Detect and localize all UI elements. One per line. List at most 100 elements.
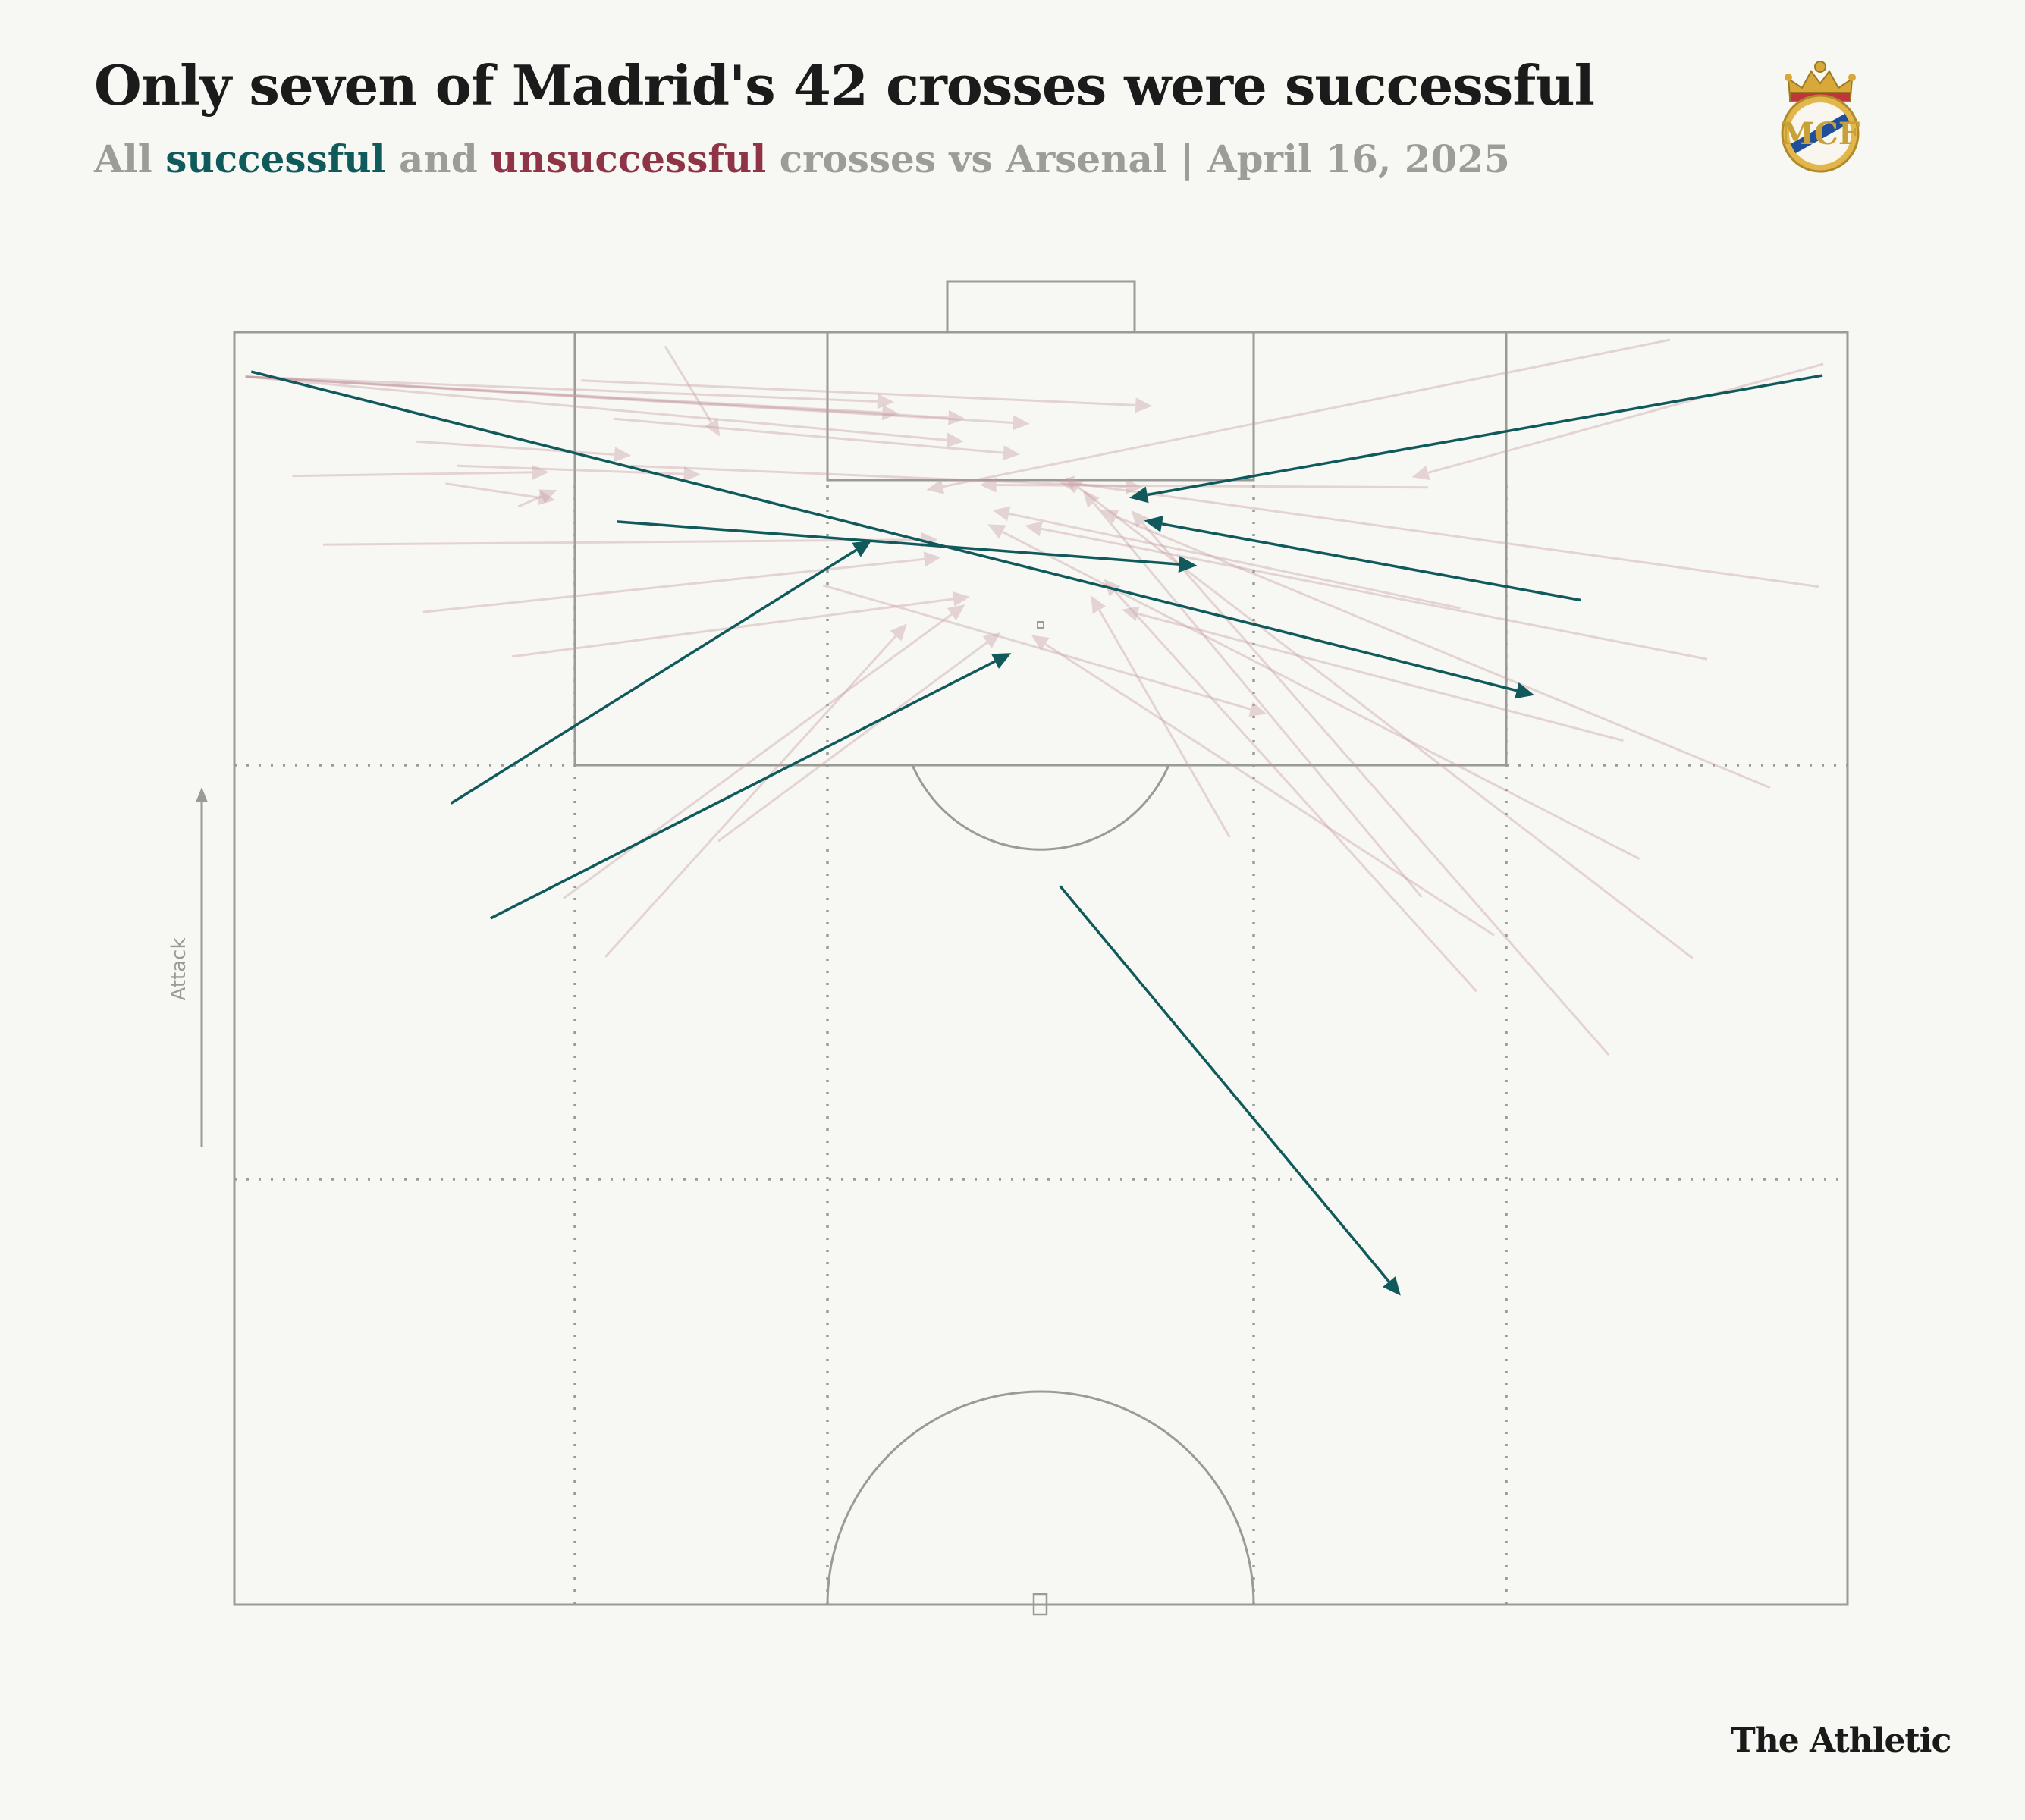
successful-cross-arrowhead [852, 540, 872, 557]
unsuccessful-cross [445, 482, 556, 506]
goal [946, 280, 1136, 334]
svg-text:MCF: MCF [1781, 116, 1860, 152]
successful-cross-arrowhead [1129, 486, 1149, 504]
unsuccessful-cross [245, 375, 1030, 431]
subtitle-and: and [399, 136, 478, 181]
unsuccessful-cross-arrowhead [921, 532, 938, 548]
unsuccessful-cross-arrowhead [1031, 635, 1050, 651]
unsuccessful-cross-arrowhead [1135, 397, 1153, 413]
successful-cross-line [450, 548, 857, 805]
unsuccessful-cross [245, 375, 965, 425]
chart-subtitle: All successful and unsuccessful crosses … [94, 136, 1510, 181]
unsuccessful-cross [245, 375, 964, 448]
unsuccessful-cross [1100, 510, 1771, 789]
successful-cross-line [1059, 885, 1390, 1283]
unsuccessful-cross [1091, 595, 1231, 838]
unsuccessful-cross-line [996, 483, 1428, 489]
chart-title: Only seven of Madrid's 42 crosses were s… [94, 53, 1595, 118]
unsuccessful-cross-line [1137, 612, 1624, 742]
unsuccessful-cross [1056, 475, 1819, 588]
unsuccessful-cross [1131, 510, 1610, 1056]
successful-cross [450, 540, 872, 805]
unsuccessful-crosses [245, 338, 1824, 1056]
unsuccessful-cross-line [1092, 502, 1423, 898]
unsuccessful-cross [1411, 362, 1824, 481]
unsuccessful-cross [822, 584, 1267, 717]
unsuccessful-cross-line [1141, 522, 1610, 1056]
unsuccessful-cross-arrowhead [1065, 477, 1083, 494]
penalty-spot [1037, 621, 1044, 629]
successful-cross-arrowhead [1144, 515, 1163, 532]
unsuccessful-cross [1104, 579, 1477, 993]
unsuccessful-cross [581, 379, 1153, 413]
unsuccessful-cross [926, 338, 1671, 494]
unsuccessful-cross-line [322, 538, 921, 546]
unsuccessful-cross-arrowhead [1131, 510, 1148, 529]
real-madrid-crest-icon: MCF [1781, 61, 1860, 173]
successful-cross [489, 653, 1012, 920]
successful-cross-line [1161, 522, 1581, 602]
unsuccessful-cross-line [445, 482, 539, 499]
unsuccessful-cross [292, 464, 549, 480]
the-athletic-logo: The Athletic [1731, 1721, 1951, 1760]
unsuccessful-cross-line [1002, 531, 1640, 861]
penalty-arc [911, 764, 1170, 851]
unsuccessful-cross [1121, 606, 1624, 742]
successful-cross [250, 370, 1535, 699]
pitch-markings [233, 280, 1849, 1616]
six-yard-box [826, 331, 1255, 482]
unsuccessful-cross-arrowhead [982, 632, 1001, 649]
unsuccessful-cross-line [613, 417, 1004, 454]
successful-cross-arrowhead [1515, 682, 1535, 699]
unsuccessful-cross-arrowhead [923, 551, 941, 567]
successful-cross-line [250, 370, 1518, 692]
unsuccessful-cross-arrowhead [538, 489, 557, 504]
unsuccessful-cross [1025, 521, 1708, 661]
successful-cross-arrowhead [1178, 556, 1198, 573]
unsuccessful-cross-line [1115, 515, 1771, 789]
unsuccessful-cross [422, 551, 941, 613]
unsuccessful-cross [987, 524, 1640, 861]
unsuccessful-cross [992, 506, 1461, 610]
unsuccessful-cross-line [1427, 362, 1824, 474]
unsuccessful-cross-line [1077, 486, 1694, 959]
unsuccessful-cross-line [563, 613, 953, 899]
unsuccessful-cross-line [1114, 590, 1477, 993]
attack-arrowhead-icon [196, 787, 208, 802]
unsuccessful-cross-line [1008, 512, 1461, 610]
successful-cross-line [617, 520, 1179, 566]
successful-cross-line [489, 660, 996, 920]
unsuccessful-cross-arrowhead [532, 464, 549, 480]
unsuccessful-cross-line [604, 635, 897, 958]
unsuccessful-cross-line [245, 375, 883, 414]
unsuccessful-cross-arrowhead [614, 447, 632, 463]
attack-direction: Attack [168, 787, 208, 1147]
successful-cross [1144, 515, 1581, 602]
unsuccessful-cross-arrowhead [952, 591, 970, 607]
unsuccessful-cross-line [1098, 609, 1231, 838]
unsuccessful-cross [604, 623, 907, 958]
centre-spot [1032, 1592, 1048, 1616]
unsuccessful-cross [629, 464, 1143, 494]
unsuccessful-cross-line [581, 379, 1136, 406]
unsuccessful-cross-arrowhead [947, 410, 965, 425]
unsuccessful-cross-line [245, 375, 949, 419]
unsuccessful-cross-arrowhead [926, 479, 945, 494]
unsuccessful-cross [416, 440, 632, 463]
attack-label: Attack [168, 937, 190, 1000]
unsuccessful-cross-arrowhead [979, 477, 997, 493]
unsuccessful-cross [511, 591, 970, 658]
unsuccessful-cross-arrowhead [992, 506, 1011, 522]
successful-cross [617, 520, 1198, 573]
unsuccessful-cross-arrowhead [1126, 479, 1143, 494]
successful-cross [1129, 374, 1823, 504]
unsuccessful-cross-arrowhead [877, 394, 894, 410]
unsuccessful-cross-line [717, 641, 988, 843]
unsuccessful-cross-arrowhead [1003, 445, 1020, 461]
unsuccessful-cross [664, 345, 721, 437]
unsuccessful-cross-line [1044, 643, 1496, 937]
unsuccessful-cross-arrowhead [947, 604, 965, 621]
unsuccessful-cross-line [457, 464, 684, 475]
unsuccessful-cross [717, 632, 1001, 843]
